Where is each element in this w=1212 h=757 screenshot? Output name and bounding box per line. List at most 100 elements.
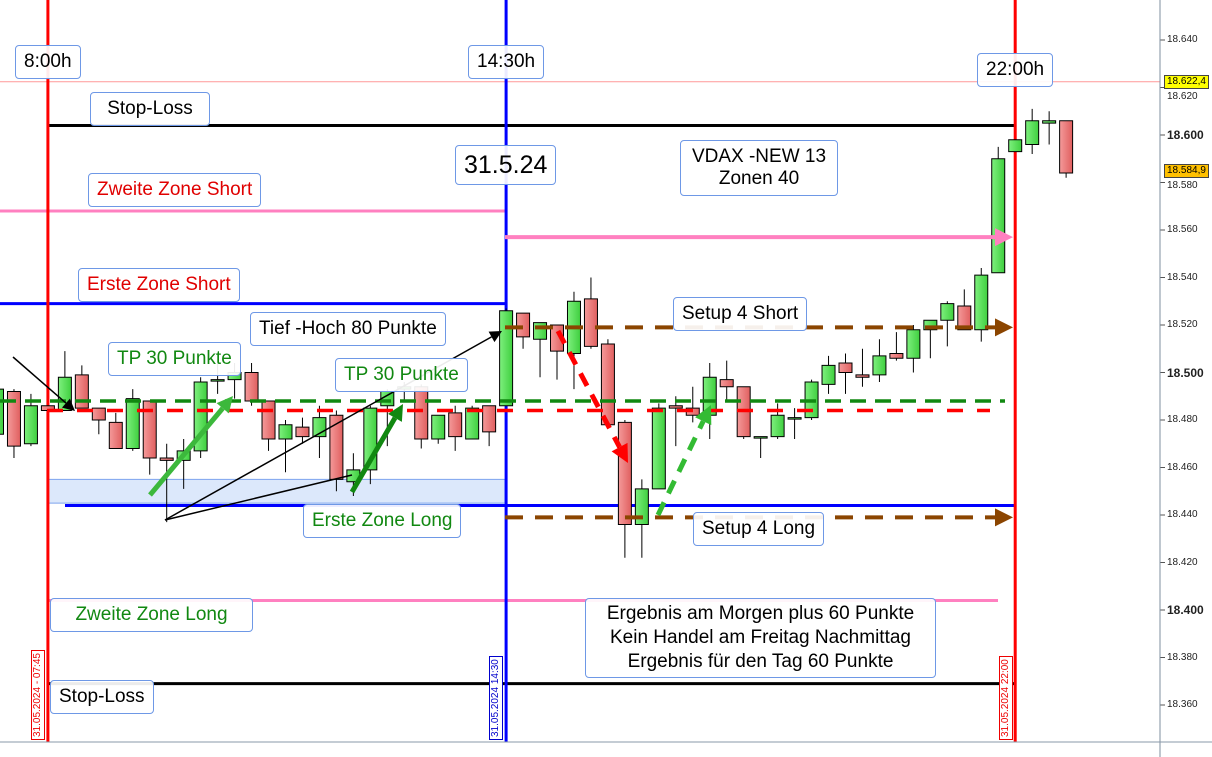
candle-body-57 <box>957 305 972 331</box>
vdax-label: VDAX -NEW 13 Zonen 40 <box>680 140 838 196</box>
candle-body-25 <box>414 386 429 440</box>
candle-body-15 <box>244 372 259 402</box>
candle-body-60 <box>1008 139 1023 153</box>
time-marker-label-1430: 31.05.2024 14:30 <box>489 656 503 740</box>
tp-label-1: TP 30 Punkte <box>108 342 241 376</box>
long-move-arrow-shaft <box>655 420 706 517</box>
candle-body-18 <box>295 426 310 438</box>
erste-zone-short-label: Erste Zone Short <box>78 268 240 302</box>
candle-body-59 <box>991 158 1006 274</box>
candle-body-9 <box>142 400 157 459</box>
axis-tick-label: 18.460 <box>1167 461 1198 473</box>
axis-tick-label: 18.620 <box>1167 90 1198 102</box>
axis-tick-label: 18.420 <box>1167 556 1198 568</box>
result-label: Ergebnis am Morgen plus 60 Punkte Kein H… <box>585 598 936 678</box>
result-line-3: Ergebnis für den Tag 60 Punkte <box>627 651 894 672</box>
candle-body-55 <box>923 319 938 331</box>
tief-hoch-arrow-head-icon <box>488 331 502 343</box>
result-line-2: Kein Handel am Freitag Nachmittag <box>610 627 911 648</box>
candle-body-50 <box>838 362 853 373</box>
axis-tick-label: 18.520 <box>1167 319 1198 330</box>
candle-body-8 <box>125 398 140 449</box>
candle-body-39 <box>651 407 666 490</box>
candle-body-28 <box>465 407 480 440</box>
stop-loss-top-label: Stop-Loss <box>90 92 210 126</box>
vdax-line-2: Zonen 40 <box>718 168 800 189</box>
candle-body-6 <box>91 407 106 421</box>
candle-body-1 <box>6 391 21 447</box>
candle-body-49 <box>821 364 836 385</box>
time-marker-label-0745: 31.05.2024 - 07:45 <box>31 650 45 740</box>
candle-body-40 <box>668 405 683 409</box>
candle-body-20 <box>329 414 344 480</box>
result-line-1: Ergebnis am Morgen plus 60 Punkte <box>606 603 915 624</box>
axis-tick-label: 18.400 <box>1167 603 1204 617</box>
candle-body-32 <box>533 322 548 340</box>
erste-zone-long-label: Erste Zone Long <box>303 504 462 538</box>
axis-tick-label: 18.640 <box>1167 34 1198 45</box>
axis-tick-label: 18.360 <box>1167 699 1198 710</box>
candle-body-0 <box>0 388 4 435</box>
candle-body-13 <box>210 379 225 382</box>
price-tag: 18.584,9 <box>1164 163 1209 178</box>
time-marker-label-2200: 31.05.2024 22:00 <box>999 656 1013 740</box>
long-move-arrow-head-icon <box>695 405 712 426</box>
axis-tick-label: 18.380 <box>1167 651 1198 663</box>
tp1-arrow-shaft <box>148 406 225 497</box>
candle-body-47 <box>787 417 802 420</box>
candle-body-17 <box>278 424 293 440</box>
axis-tick-label: 18.440 <box>1167 509 1198 520</box>
tp2-arrow-head-icon <box>388 404 403 422</box>
axis-tick-label: 18.480 <box>1167 414 1198 425</box>
candle-body-2 <box>23 405 38 445</box>
entry-arrow-shaft <box>12 356 67 404</box>
candle-body-51 <box>855 374 870 378</box>
candle-body-62 <box>1042 120 1057 124</box>
date-label: 31.5.24 <box>455 145 557 185</box>
candle-body-58 <box>974 274 989 331</box>
candle-body-43 <box>719 379 734 388</box>
entry-arrow-head-icon <box>62 398 75 411</box>
candle-body-63 <box>1059 120 1074 174</box>
axis-tick-label: 18.540 <box>1167 271 1198 283</box>
stop-loss-bottom-label: Stop-Loss <box>50 680 154 714</box>
candle-body-36 <box>600 343 615 426</box>
short-move-arrow-shaft <box>555 329 622 449</box>
candle-body-31 <box>516 312 531 338</box>
candle-body-16 <box>261 400 276 440</box>
setup-short-label: Setup 4 Short <box>673 297 808 331</box>
price-tag: 18.622,4 <box>1164 74 1209 89</box>
axis-tick-label: 18.560 <box>1167 224 1198 235</box>
zweite-zone-short-label: Zweite Zone Short <box>88 173 262 207</box>
time-label-1430: 14:30h <box>468 45 545 79</box>
candle-body-27 <box>448 412 463 438</box>
setup-long-label: Setup 4 Long <box>693 512 825 546</box>
candle-body-37 <box>617 421 632 525</box>
vdax-line-1: VDAX -NEW 13 <box>691 146 827 167</box>
candle-body-54 <box>906 329 921 359</box>
time-label-22: 22:00h <box>977 53 1054 87</box>
candle-body-61 <box>1025 120 1040 145</box>
pink-arrow-head-icon <box>995 228 1013 247</box>
candle-body-29 <box>482 405 497 433</box>
candle-body-52 <box>872 355 887 376</box>
candle-body-26 <box>431 414 446 440</box>
setup-long-arrow-head-icon <box>995 508 1013 527</box>
candle-body-10 <box>159 457 174 461</box>
candle-body-30 <box>499 310 514 407</box>
tp-label-2: TP 30 Punkte <box>335 358 468 392</box>
candle-body-45 <box>753 436 768 439</box>
zweite-zone-long-label: Zweite Zone Long <box>50 598 253 632</box>
tp1-arrow-head-icon <box>216 396 233 414</box>
candle-body-5 <box>74 374 89 409</box>
candle-body-56 <box>940 303 955 321</box>
tp2-arrow-shaft <box>349 416 398 494</box>
candle-body-7 <box>108 421 123 449</box>
candle-body-35 <box>583 298 598 347</box>
candle-body-53 <box>889 353 904 359</box>
axis-tick-label: 18.500 <box>1167 365 1204 380</box>
axis-tick-label: 18.600 <box>1167 128 1204 142</box>
setup-short-arrow-head-icon <box>995 318 1013 337</box>
short-move-arrow-head-icon <box>611 442 628 463</box>
